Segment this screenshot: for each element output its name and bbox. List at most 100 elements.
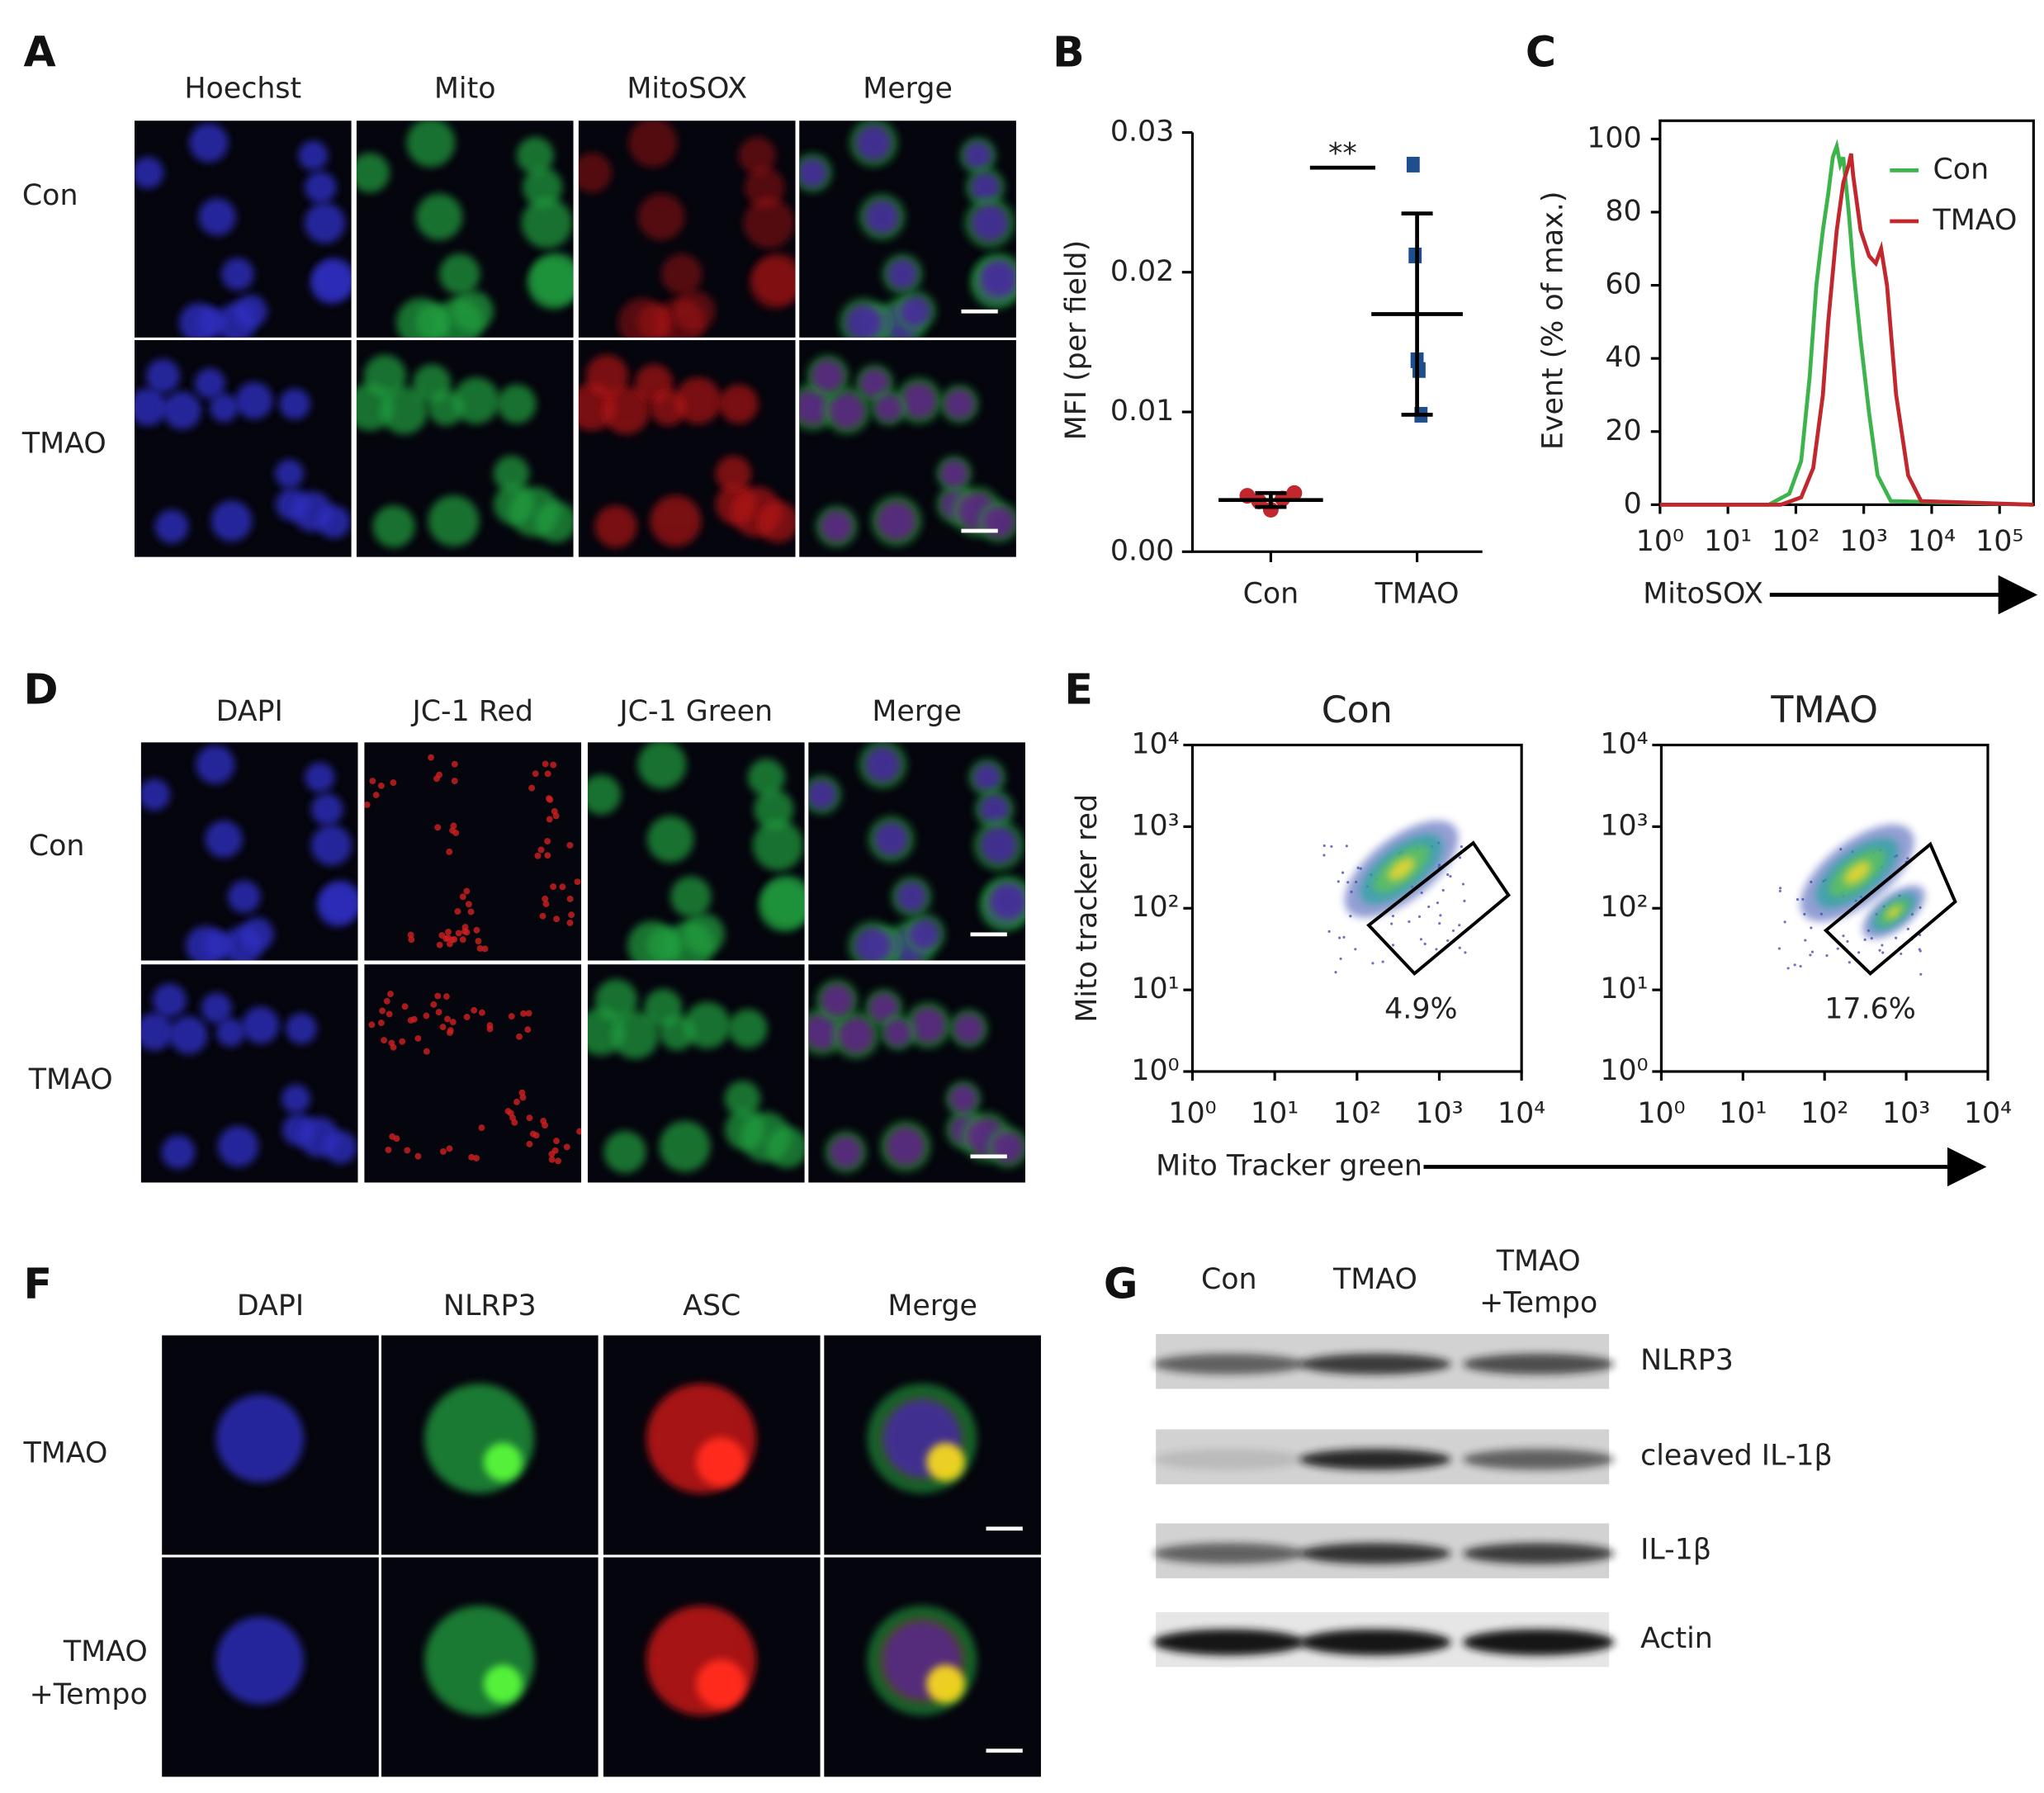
event-dot bbox=[1408, 920, 1411, 924]
event-dot bbox=[1464, 951, 1467, 954]
event-dot bbox=[1371, 962, 1374, 965]
event-dot bbox=[1439, 914, 1442, 917]
cell bbox=[886, 258, 919, 291]
cell bbox=[546, 796, 554, 803]
cell bbox=[455, 930, 462, 937]
event-dot bbox=[1345, 844, 1348, 848]
cell bbox=[504, 1108, 512, 1115]
event-dot bbox=[1857, 951, 1861, 954]
cell bbox=[414, 1152, 422, 1160]
cell bbox=[944, 388, 976, 420]
cell bbox=[459, 893, 466, 901]
micrograph bbox=[356, 340, 574, 557]
cell bbox=[991, 1130, 1024, 1164]
cell bbox=[483, 1442, 523, 1482]
event-dot bbox=[1423, 942, 1427, 946]
cell bbox=[987, 880, 1025, 922]
cell bbox=[637, 193, 685, 240]
row-label: Con bbox=[22, 179, 78, 212]
cell bbox=[185, 925, 225, 961]
cell bbox=[383, 997, 390, 1005]
cells bbox=[140, 745, 358, 961]
cell bbox=[542, 1122, 549, 1129]
y-tick-label: 0 bbox=[1624, 487, 1642, 520]
cells bbox=[646, 1606, 757, 1715]
cell bbox=[628, 121, 678, 168]
cell bbox=[650, 390, 687, 426]
cell bbox=[520, 1010, 528, 1017]
cell bbox=[216, 1018, 245, 1048]
y-tick-label: 10² bbox=[1600, 891, 1648, 924]
y-tick-label: 10⁰ bbox=[1600, 1054, 1648, 1087]
cell bbox=[189, 123, 229, 163]
cells bbox=[646, 1384, 757, 1494]
y-tick-label: 0.01 bbox=[1110, 395, 1174, 428]
cell bbox=[926, 1664, 965, 1704]
column-header: Merge bbox=[872, 695, 962, 728]
cell bbox=[594, 979, 638, 1022]
cell bbox=[140, 1012, 174, 1051]
legend-label: Con bbox=[1933, 153, 1990, 186]
cell bbox=[215, 1394, 304, 1483]
micrograph bbox=[356, 121, 574, 338]
cell bbox=[473, 926, 480, 934]
cell bbox=[401, 1003, 409, 1010]
cell bbox=[895, 880, 928, 914]
event-dot bbox=[1461, 882, 1465, 886]
cell bbox=[217, 1125, 259, 1167]
cell bbox=[854, 123, 893, 163]
cell bbox=[444, 1015, 451, 1023]
cell bbox=[969, 171, 1001, 204]
event-dot bbox=[1438, 922, 1441, 925]
y-tick-label: 40 bbox=[1605, 341, 1641, 374]
event-dot bbox=[1809, 953, 1812, 957]
cell bbox=[799, 388, 832, 427]
event-dot bbox=[1778, 889, 1781, 892]
event-dot bbox=[1895, 936, 1898, 939]
cell bbox=[140, 778, 171, 811]
x-tick-label: 10⁰ bbox=[1168, 1097, 1216, 1130]
row-label: TMAO bbox=[22, 1437, 107, 1470]
cell bbox=[587, 774, 622, 815]
cell bbox=[909, 1006, 947, 1044]
cell bbox=[452, 377, 499, 424]
cell bbox=[719, 384, 759, 424]
cell bbox=[761, 875, 805, 927]
event-dot bbox=[1334, 971, 1337, 974]
lane-label: Con bbox=[1201, 1263, 1257, 1296]
cell bbox=[240, 917, 274, 952]
cell bbox=[152, 983, 187, 1018]
cell bbox=[215, 1616, 304, 1705]
y-tick-label: 0.03 bbox=[1110, 115, 1174, 148]
cell bbox=[298, 140, 329, 171]
cell bbox=[659, 1015, 696, 1051]
density-layer bbox=[1843, 861, 1871, 885]
cell bbox=[876, 500, 917, 542]
cell bbox=[534, 852, 542, 859]
cell bbox=[526, 1140, 533, 1147]
event-dot bbox=[1381, 960, 1384, 963]
blot-strip bbox=[1153, 1523, 1615, 1578]
cell bbox=[684, 1001, 731, 1049]
x-tick-label: 10¹ bbox=[1704, 525, 1752, 558]
cell bbox=[461, 928, 468, 935]
event-dot bbox=[1436, 901, 1439, 905]
event-dot bbox=[1441, 888, 1445, 892]
cell bbox=[449, 1019, 457, 1025]
cell bbox=[539, 912, 546, 920]
cell bbox=[521, 197, 573, 248]
micrograph bbox=[140, 742, 358, 961]
cells bbox=[215, 1616, 304, 1705]
cell bbox=[544, 770, 551, 778]
cell bbox=[459, 936, 466, 944]
cell bbox=[898, 295, 933, 329]
micrograph bbox=[578, 340, 796, 557]
cell bbox=[198, 198, 236, 236]
series-line bbox=[1659, 153, 2034, 507]
plot-title: TMAO bbox=[1770, 689, 1878, 731]
cell bbox=[674, 290, 716, 333]
cell bbox=[953, 1013, 985, 1044]
cell bbox=[381, 1037, 388, 1044]
x-tick-label: TMAO bbox=[1374, 578, 1460, 611]
